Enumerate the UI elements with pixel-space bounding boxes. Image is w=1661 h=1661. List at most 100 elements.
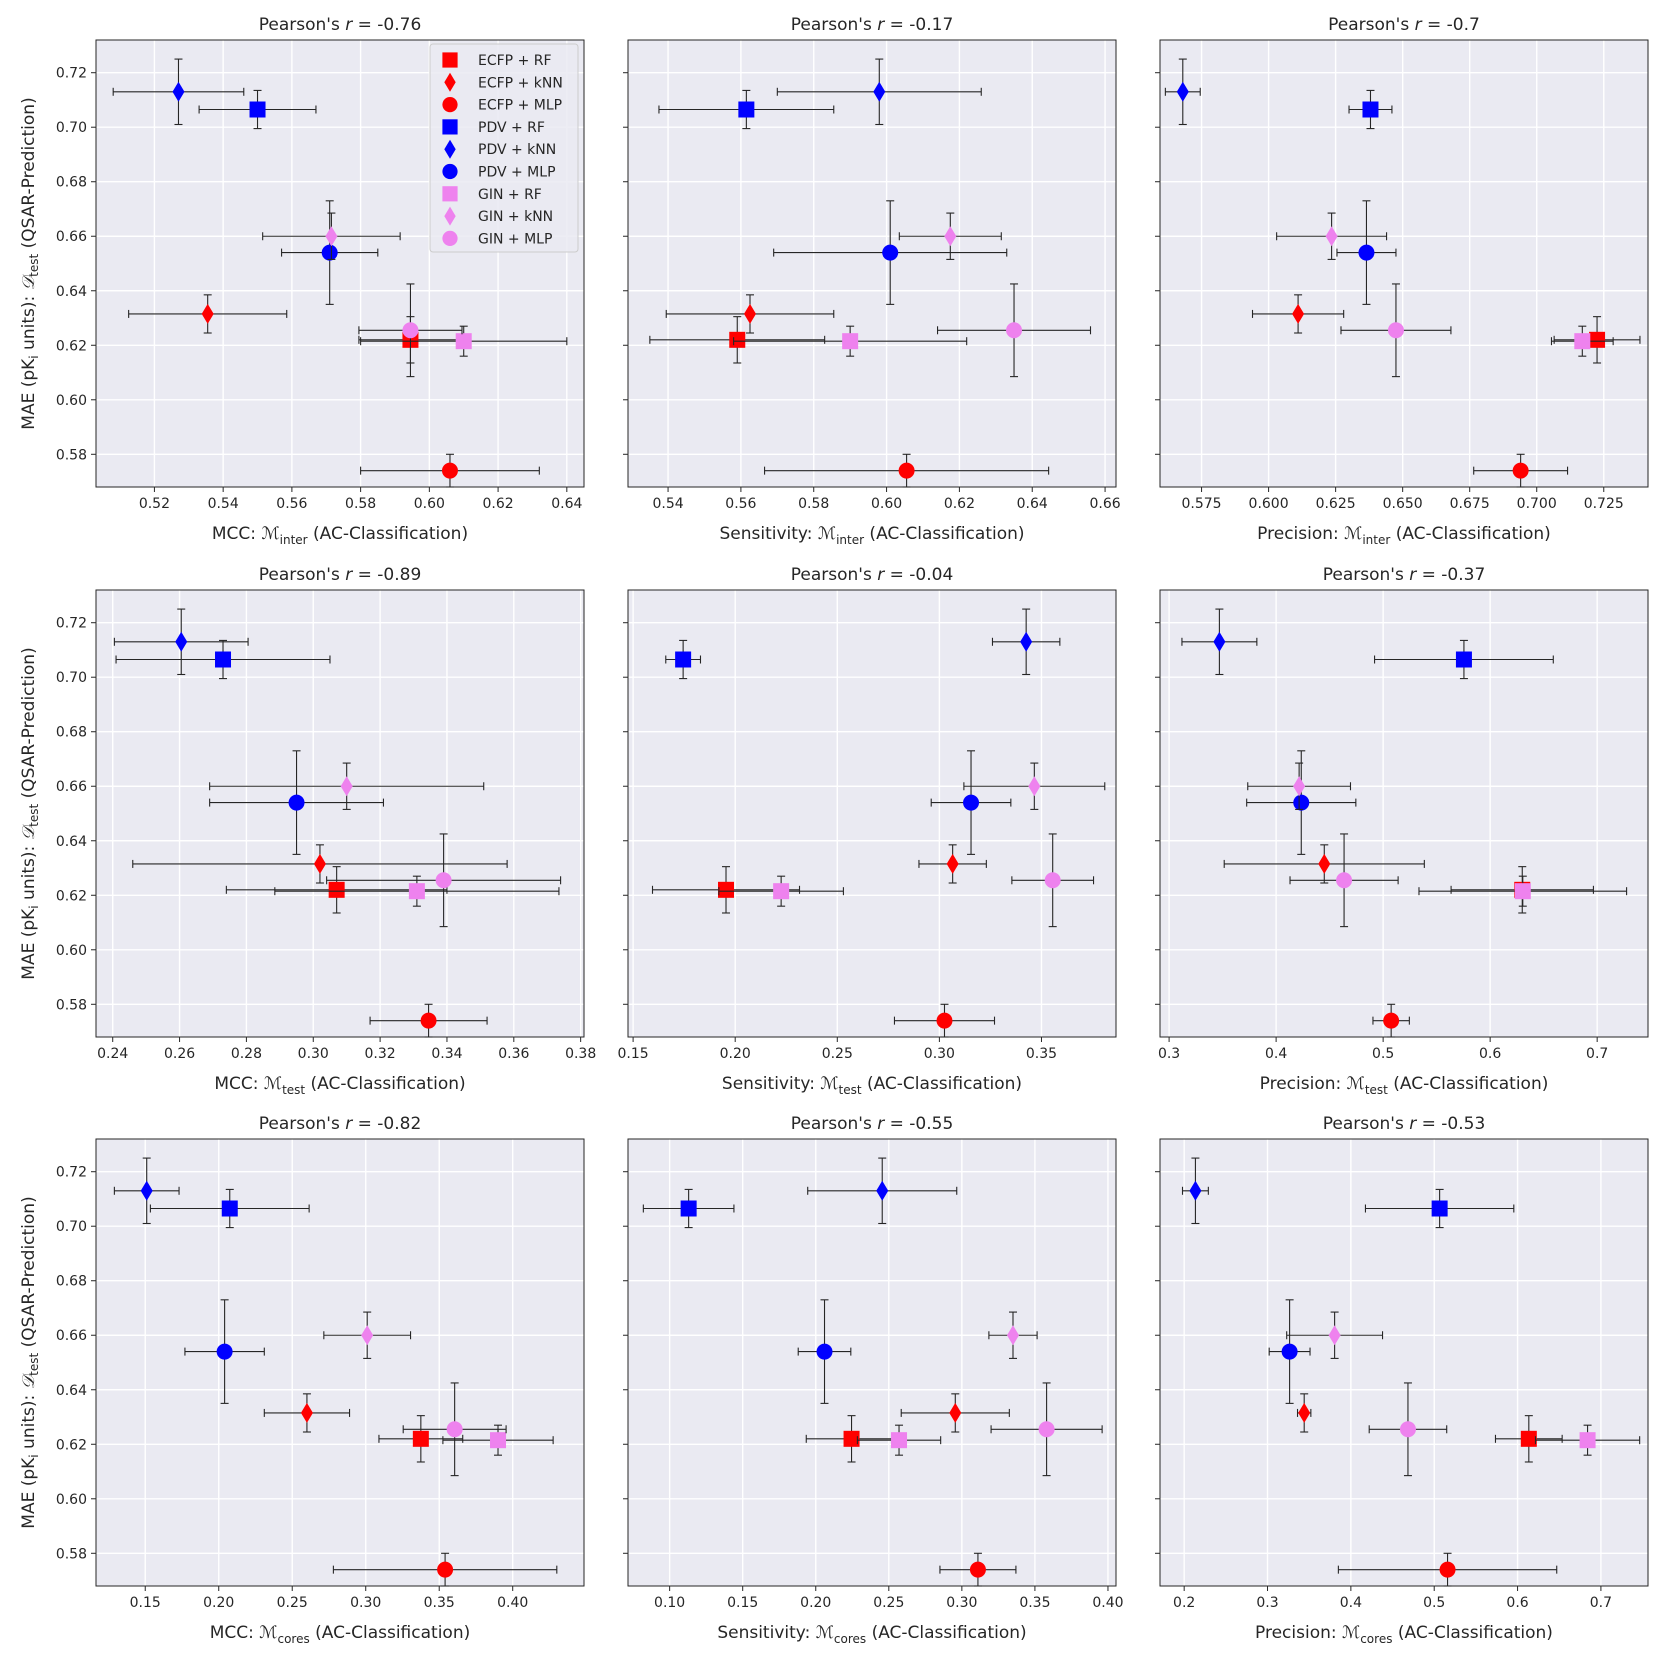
title-prefix: Pearson's: [1328, 15, 1414, 35]
legend-label-ecfp-rf: ECFP + RF: [478, 53, 552, 69]
x-tick-label: 0.4: [1265, 1046, 1287, 1062]
marker-ecfp-rf: [1589, 331, 1606, 348]
marker-pdv-rf: [680, 1200, 697, 1217]
title-r: r: [345, 15, 353, 35]
ylabel-math-sub: test: [27, 253, 41, 276]
panel-9: 0.2 0.3 0.4 0.5 0.6 0.7 Pearson's r = -0.53 Pre…: [1155, 1114, 1649, 1646]
x-tick-label: 0.30: [350, 1595, 381, 1611]
x-axis-label: MCC: ℳinter (AC-Classification): [212, 524, 468, 547]
y-tick-label: 0.72: [56, 66, 87, 82]
panel-title: Pearson's r = -0.17: [791, 15, 954, 35]
marker-ecfp-rf: [1520, 1430, 1537, 1447]
legend-marker-pdv-mlp: [442, 163, 458, 180]
marker-gin-rf: [891, 1432, 908, 1449]
point-pdv-knn: [807, 1157, 958, 1225]
x-tick-label: 0.6: [1479, 1046, 1501, 1062]
y-tick-label: 0.72: [56, 1165, 87, 1181]
marker-pdv-rf: [1362, 101, 1379, 118]
y-tick-label: 0.58: [56, 447, 87, 463]
legend-marker-gin-mlp: [442, 230, 458, 246]
marker-gin-rf: [1574, 333, 1591, 350]
x-axis-label: MCC: ℳcores (AC-Classification): [210, 1623, 470, 1646]
title-prefix: Pearson's: [1323, 565, 1409, 585]
x-tick-label: 0.34: [431, 1046, 462, 1062]
xlabel-math: ℳ: [1342, 1623, 1360, 1643]
title-value: = -0.82: [352, 1114, 421, 1134]
marker-pdv-rf: [249, 101, 266, 118]
marker-gin-rf: [1514, 883, 1531, 900]
marker-pdv-knn: [175, 631, 188, 652]
point-gin-knn: [898, 212, 1002, 260]
legend-marker-gin-knn: [444, 206, 456, 226]
xlabel-prefix: Sensitivity:: [722, 1074, 820, 1094]
marker-ecfp-knn: [744, 303, 756, 324]
ylabel-sub: i: [27, 355, 41, 358]
marker-pdv-mlp: [216, 1343, 233, 1360]
x-tick-label: 0.32: [365, 1046, 396, 1062]
x-tick-label: 0.725: [1584, 496, 1624, 512]
x-tick-label: 0.58: [798, 496, 829, 512]
title-value: = -0.17: [884, 15, 953, 35]
point-gin-knn: [988, 1311, 1038, 1359]
plot-area: [627, 589, 1117, 1038]
panel-4: 0.58 0.60 0.62 0.64 0.66 0.68 0.70 0.72 0.24 0.26…: [19, 565, 596, 1097]
marker-pdv-knn: [876, 1180, 889, 1201]
legend-label-pdv-knn: PDV + kNN: [478, 142, 556, 158]
ylabel-mid: units):: [19, 1389, 39, 1454]
xlabel-suffix: (AC-Classification): [1390, 524, 1551, 544]
ylabel-sub: i: [27, 905, 41, 908]
marker-gin-rf: [408, 883, 425, 900]
title-r: r: [877, 565, 885, 585]
title-value: = -0.37: [1416, 565, 1485, 585]
point-ecfp-knn: [1296, 1393, 1312, 1433]
title-prefix: Pearson's: [259, 1114, 345, 1134]
title-prefix: Pearson's: [791, 1114, 877, 1134]
point-pdv-knn: [1181, 608, 1258, 676]
y-tick-label: 0.70: [56, 120, 87, 136]
title-r: r: [1415, 15, 1423, 35]
xlabel-sub: test: [1365, 1083, 1388, 1097]
point-ecfp-mlp: [939, 1552, 1017, 1587]
ylabel-math-sub: test: [27, 803, 41, 826]
marker-pdv-rf: [1455, 651, 1472, 668]
xlabel-math: ℳ: [1344, 524, 1362, 544]
title-value: = -0.04: [884, 565, 953, 585]
marker-gin-rf: [490, 1432, 507, 1449]
plot-frame: [1159, 39, 1649, 488]
marker-ecfp-rf: [412, 1430, 429, 1447]
point-pdv-knn: [113, 1157, 180, 1225]
marker-ecfp-rf: [843, 1430, 860, 1447]
point-pdv-mlp: [930, 750, 1012, 855]
xlabel-math: ℳ: [261, 524, 279, 544]
marker-pdv-rf: [1431, 1200, 1448, 1217]
legend-label-ecfp-mlp: ECFP + MLP: [478, 98, 562, 114]
marker-gin-mlp: [1006, 322, 1023, 339]
marker-pdv-mlp: [963, 794, 980, 811]
legend-label-gin-mlp: GIN + MLP: [478, 231, 552, 247]
x-tick-label: 0.30: [924, 1046, 955, 1062]
y-tick-label: 0.62: [56, 888, 87, 904]
point-gin-mlp: [990, 1382, 1103, 1477]
panel-title: Pearson's r = -0.55: [791, 1114, 954, 1134]
point-ecfp-rf: [378, 1415, 464, 1463]
x-tick-label: 0.20: [720, 1046, 751, 1062]
xlabel-suffix: (AC-Classification): [305, 1074, 466, 1094]
marker-gin-mlp: [446, 1421, 463, 1438]
marker-gin-knn: [340, 776, 353, 797]
marker-ecfp-rf: [718, 881, 735, 898]
marker-pdv-mlp: [1293, 794, 1310, 811]
point-pdv-mlp: [184, 1299, 265, 1404]
legend-marker-pdv-knn: [444, 139, 456, 159]
xlabel-sub: test: [282, 1083, 305, 1097]
point-ecfp-rf: [1553, 316, 1641, 364]
x-tick-label: 0.5: [1372, 1046, 1394, 1062]
y-tick-label: 0.66: [56, 229, 87, 245]
point-ecfp-mlp: [1372, 1003, 1410, 1038]
x-axis-label: Sensitivity: ℳtest (AC-Classification): [722, 1074, 1022, 1097]
marker-gin-rf: [1579, 1432, 1596, 1449]
plot-frame: [95, 1138, 585, 1587]
xlabel-prefix: MCC:: [214, 1074, 264, 1094]
y-tick-label: 0.60: [56, 943, 87, 959]
panel-title: Pearson's r = -0.37: [1323, 565, 1486, 585]
title-value: = -0.89: [352, 565, 421, 585]
